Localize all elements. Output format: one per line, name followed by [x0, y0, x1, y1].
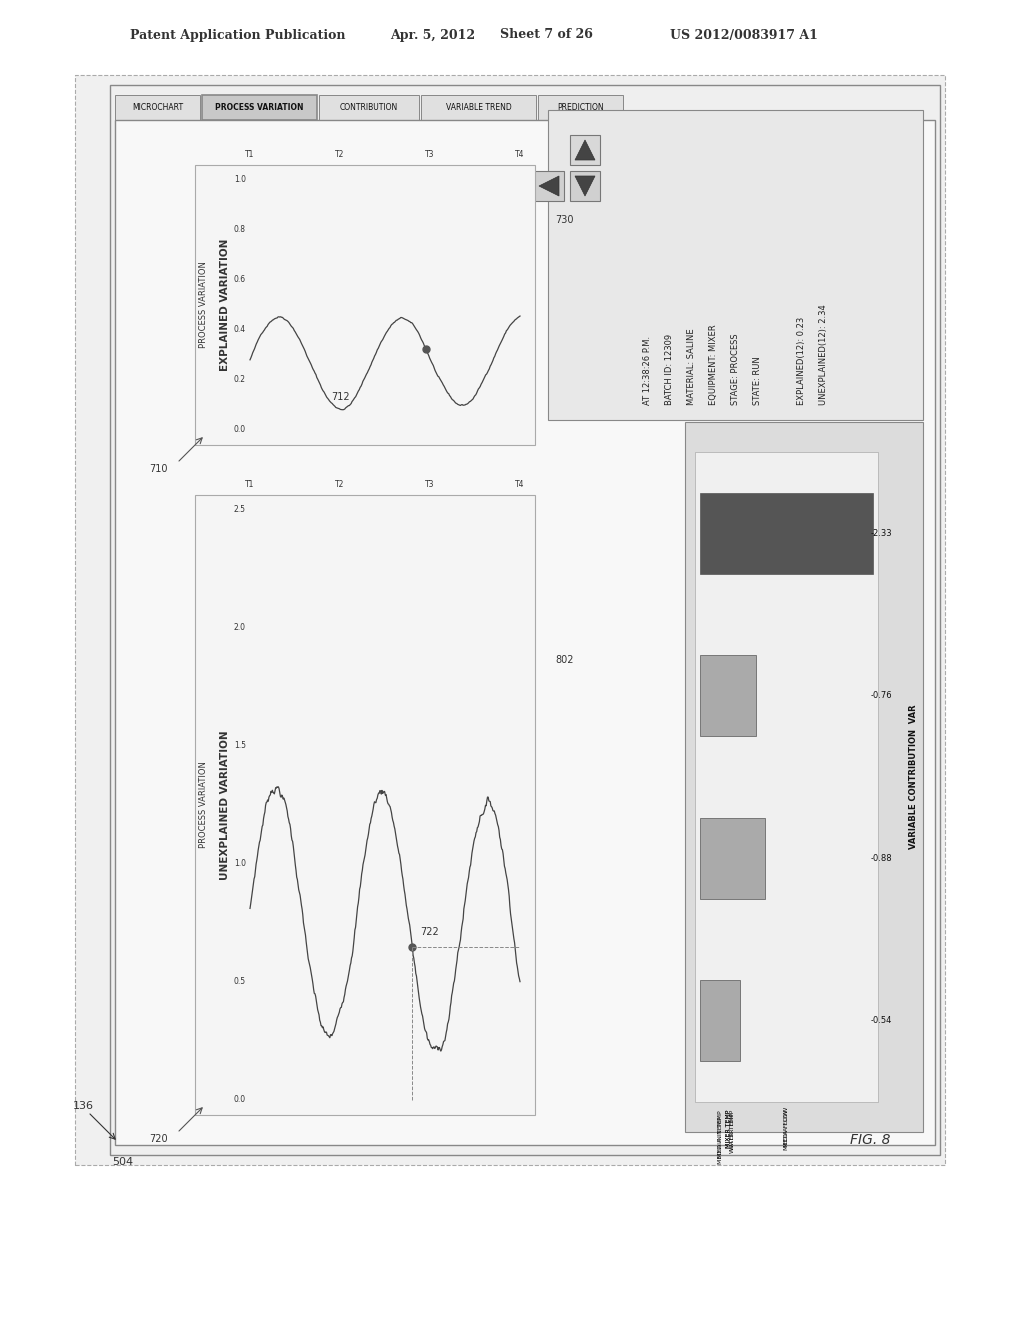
FancyBboxPatch shape — [115, 95, 200, 120]
Text: 730: 730 — [555, 215, 573, 224]
Text: MEDIA FLOW: MEDIA FLOW — [784, 1110, 790, 1150]
Text: VARIABLE TREND: VARIABLE TREND — [445, 103, 511, 112]
Text: 710: 710 — [150, 465, 168, 474]
Text: 0.4: 0.4 — [233, 326, 246, 334]
Text: 136: 136 — [73, 1101, 94, 1111]
Text: 2.0: 2.0 — [234, 623, 246, 632]
FancyBboxPatch shape — [538, 95, 623, 120]
Text: WATER TEMP: WATER TEMP — [730, 1113, 735, 1154]
Text: T2: T2 — [335, 150, 345, 158]
Text: 1.0: 1.0 — [234, 176, 246, 185]
FancyBboxPatch shape — [700, 817, 765, 899]
Text: T2: T2 — [335, 480, 345, 488]
Text: T1: T1 — [246, 150, 255, 158]
Text: UNEXPLAINED(12): 2.34: UNEXPLAINED(12): 2.34 — [819, 304, 828, 405]
FancyBboxPatch shape — [570, 172, 600, 201]
Text: 1.5: 1.5 — [234, 742, 246, 751]
FancyBboxPatch shape — [685, 422, 923, 1133]
Text: EXPLAINED VARIATION: EXPLAINED VARIATION — [220, 239, 230, 371]
Text: 504: 504 — [112, 1158, 133, 1167]
Text: EQUIPMENT: MIXER: EQUIPMENT: MIXER — [709, 325, 718, 405]
Text: MICROCHART: MICROCHART — [132, 103, 183, 112]
FancyBboxPatch shape — [115, 120, 935, 1144]
Text: WATER TEMP: WATER TEMP — [730, 1110, 735, 1150]
Text: US 2012/0083917 A1: US 2012/0083917 A1 — [670, 29, 818, 41]
Polygon shape — [575, 140, 595, 160]
Text: -0.54: -0.54 — [871, 1016, 892, 1026]
Text: STATE: RUN: STATE: RUN — [753, 356, 762, 405]
Text: MATERIAL: SALINE: MATERIAL: SALINE — [687, 329, 696, 405]
Text: AT 12:38:26 P.M.: AT 12:38:26 P.M. — [643, 335, 652, 405]
Text: 1.0: 1.0 — [234, 859, 246, 869]
Text: 712: 712 — [331, 392, 349, 403]
Text: T3: T3 — [425, 150, 435, 158]
Text: VARIABLE CONTRIBUTION  VAR: VARIABLE CONTRIBUTION VAR — [908, 705, 918, 849]
Text: MEDIA IN TEMP: MEDIA IN TEMP — [718, 1115, 723, 1164]
FancyBboxPatch shape — [700, 655, 757, 737]
Text: PREDICTION: PREDICTION — [557, 103, 604, 112]
FancyBboxPatch shape — [534, 172, 564, 201]
Text: MIXER TEMP: MIXER TEMP — [726, 1110, 731, 1148]
FancyBboxPatch shape — [570, 135, 600, 165]
Text: Apr. 5, 2012: Apr. 5, 2012 — [390, 29, 475, 41]
FancyBboxPatch shape — [700, 981, 740, 1061]
Text: T4: T4 — [515, 480, 524, 488]
Text: UNEXPLAINED VARIATION: UNEXPLAINED VARIATION — [220, 730, 230, 880]
Polygon shape — [575, 176, 595, 195]
Text: Sheet 7 of 26: Sheet 7 of 26 — [500, 29, 593, 41]
Text: 0.0: 0.0 — [233, 1096, 246, 1105]
Text: EXPLAINED(12): 0.23: EXPLAINED(12): 0.23 — [797, 317, 806, 405]
Text: T1: T1 — [246, 480, 255, 488]
Text: 0.0: 0.0 — [233, 425, 246, 434]
Text: 0.8: 0.8 — [234, 226, 246, 235]
FancyBboxPatch shape — [110, 84, 940, 1155]
Text: MEDIA FLOW: MEDIA FLOW — [784, 1107, 790, 1147]
FancyBboxPatch shape — [700, 492, 873, 574]
Text: -0.76: -0.76 — [871, 692, 893, 700]
Text: T3: T3 — [425, 480, 435, 488]
Text: PROCESS VARIATION: PROCESS VARIATION — [199, 261, 208, 348]
Polygon shape — [539, 176, 559, 195]
Text: -2.33: -2.33 — [871, 529, 893, 537]
Text: T4: T4 — [515, 150, 524, 158]
FancyBboxPatch shape — [195, 165, 535, 445]
Text: FIG. 8: FIG. 8 — [850, 1133, 890, 1147]
Text: PROCESS VARIATION: PROCESS VARIATION — [199, 762, 208, 849]
Text: 722: 722 — [421, 927, 439, 937]
Text: 720: 720 — [150, 1134, 168, 1144]
FancyBboxPatch shape — [548, 110, 923, 420]
FancyBboxPatch shape — [202, 95, 317, 120]
Text: 0.2: 0.2 — [234, 375, 246, 384]
Text: 0.6: 0.6 — [233, 276, 246, 285]
Text: STAGE: PROCESS: STAGE: PROCESS — [731, 334, 740, 405]
FancyBboxPatch shape — [195, 495, 535, 1115]
FancyBboxPatch shape — [75, 75, 945, 1166]
Text: 0.5: 0.5 — [233, 978, 246, 986]
Text: 2.5: 2.5 — [234, 506, 246, 515]
FancyBboxPatch shape — [421, 95, 536, 120]
Text: MEDIA IN TEMP: MEDIA IN TEMP — [718, 1110, 723, 1158]
Text: 802: 802 — [555, 655, 573, 665]
Text: MIXER TEMP: MIXER TEMP — [726, 1110, 731, 1148]
Text: PROCESS VARIATION: PROCESS VARIATION — [215, 103, 304, 112]
Text: CONTRIBUTION: CONTRIBUTION — [340, 103, 398, 112]
FancyBboxPatch shape — [695, 451, 878, 1102]
FancyBboxPatch shape — [319, 95, 419, 120]
Text: -0.88: -0.88 — [871, 854, 893, 863]
Text: BATCH ID: 12309: BATCH ID: 12309 — [665, 334, 674, 405]
Text: Patent Application Publication: Patent Application Publication — [130, 29, 345, 41]
